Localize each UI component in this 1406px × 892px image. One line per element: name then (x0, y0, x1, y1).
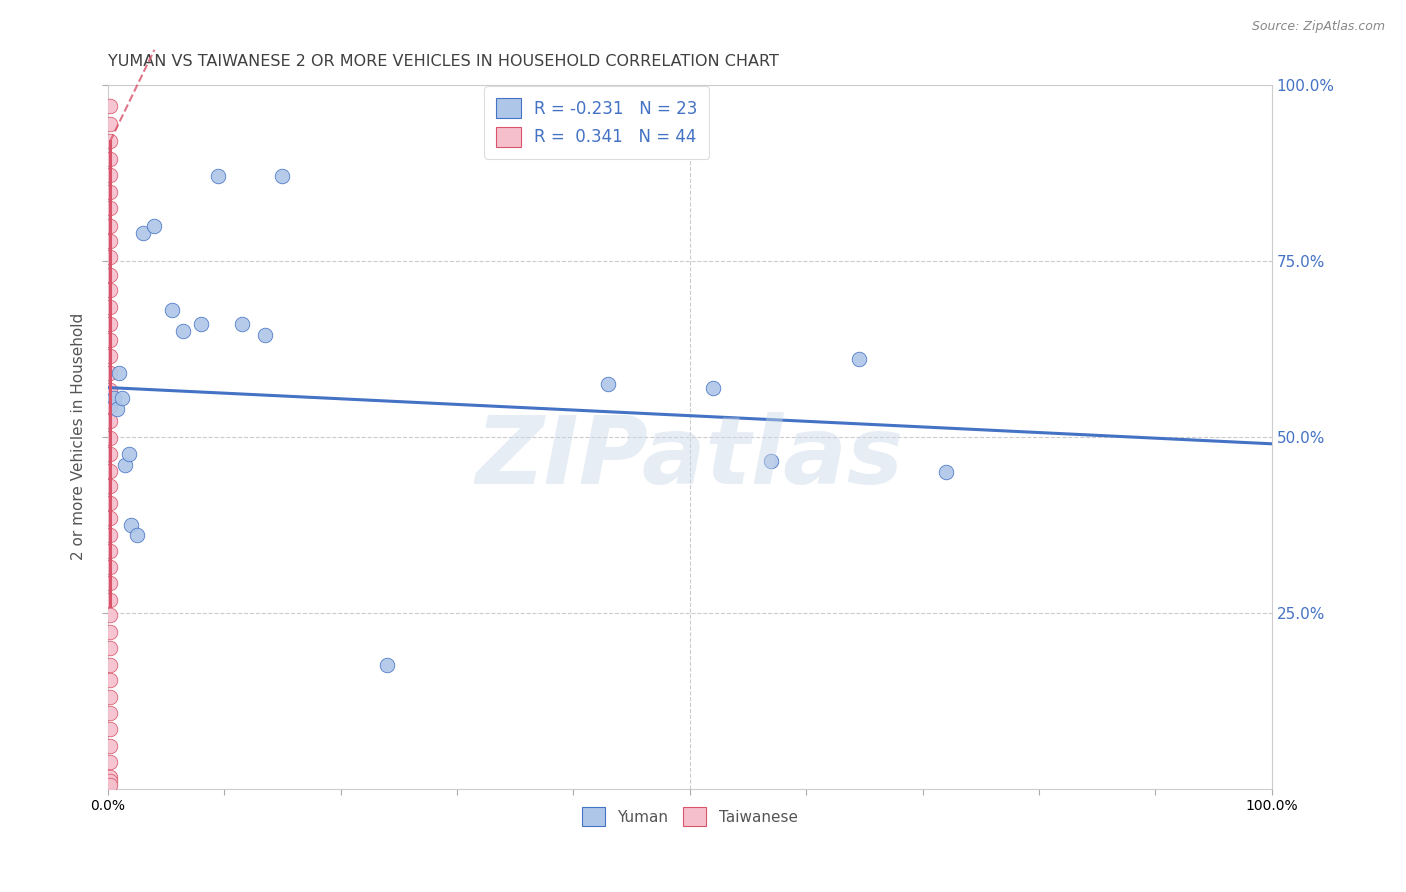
Point (935, 465, 957, 479)
Point (98, 706, 121, 720)
Point (98, 383, 121, 397)
Point (111, 391, 134, 405)
Point (231, 317, 253, 331)
Point (702, 380, 724, 394)
Point (98, 528, 121, 542)
Point (98, 185, 121, 199)
Point (98, 673, 121, 688)
Point (160, 303, 183, 318)
Point (114, 458, 136, 472)
Point (98, 640, 121, 655)
Point (98, 496, 121, 510)
Point (125, 528, 148, 542)
Point (98, 300, 121, 314)
Point (98, 739, 121, 754)
Point (271, 169, 294, 184)
Point (98, 690, 121, 704)
Point (98, 755, 121, 769)
Point (190, 317, 212, 331)
Y-axis label: 2 or more Vehicles in Household: 2 or more Vehicles in Household (72, 313, 86, 560)
Point (98, 152, 121, 166)
Point (105, 401, 128, 416)
Point (761, 454, 783, 468)
Point (98, 333, 121, 347)
Point (98, 268, 121, 282)
Point (98, 349, 121, 363)
Point (98, 251, 121, 265)
Point (98, 464, 121, 478)
Point (98, 511, 121, 525)
Point (98, 774, 121, 789)
Point (103, 391, 125, 405)
Point (98, 543, 121, 558)
Text: ZIPatlas: ZIPatlas (475, 412, 904, 504)
Point (98, 168, 121, 182)
Point (98, 593, 121, 607)
Point (98, 447, 121, 461)
Point (98, 576, 121, 591)
Point (98, 431, 121, 445)
Point (172, 324, 194, 338)
Point (98, 367, 121, 381)
Text: Source: ZipAtlas.com: Source: ZipAtlas.com (1251, 20, 1385, 33)
Point (98, 479, 121, 493)
Point (108, 367, 131, 381)
Point (118, 447, 141, 461)
Point (207, 169, 229, 184)
Point (98, 414, 121, 428)
Point (98, 219, 121, 233)
Point (98, 399, 121, 413)
Point (375, 658, 398, 673)
Point (98, 284, 121, 298)
Point (98, 770, 121, 784)
Point (98, 117, 121, 131)
Point (98, 608, 121, 623)
Point (98, 234, 121, 248)
Point (98, 134, 121, 148)
Point (98, 317, 121, 331)
Point (98, 201, 121, 215)
Point (253, 327, 276, 342)
Point (120, 517, 142, 532)
Point (131, 226, 153, 240)
Text: YUMAN VS TAIWANESE 2 OR MORE VEHICLES IN HOUSEHOLD CORRELATION CHART: YUMAN VS TAIWANESE 2 OR MORE VEHICLES IN… (108, 54, 779, 69)
Point (98, 657, 121, 672)
Point (98, 560, 121, 574)
Point (848, 352, 870, 367)
Point (98, 99, 121, 113)
Point (143, 219, 166, 233)
Point (98, 625, 121, 640)
Point (98, 723, 121, 737)
Point (98, 778, 121, 792)
Legend: Yuman, Taiwanese: Yuman, Taiwanese (575, 800, 806, 834)
Point (598, 377, 620, 392)
